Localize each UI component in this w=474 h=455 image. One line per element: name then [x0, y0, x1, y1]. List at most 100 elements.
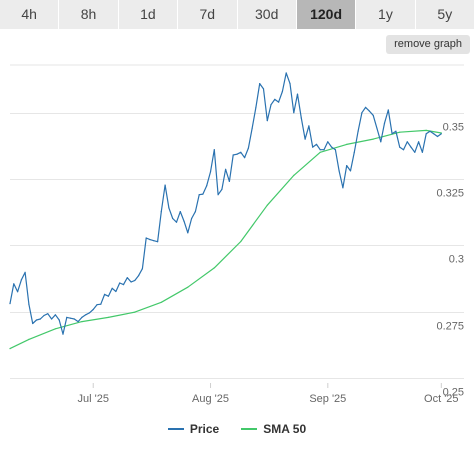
y-tick-label: 0.325 [436, 188, 464, 200]
price-line [9, 72, 442, 335]
price-point [43, 314, 45, 317]
price-point [221, 188, 223, 190]
sma-point [346, 143, 348, 145]
price-point [278, 101, 280, 103]
price-point [425, 133, 427, 135]
range-tab-120d[interactable]: 120d [296, 0, 357, 29]
price-point [172, 217, 174, 220]
price-point [217, 194, 219, 196]
price-point [342, 187, 344, 189]
grid-lines [10, 64, 464, 379]
price-point [179, 211, 181, 213]
price-point [365, 106, 367, 108]
legend-item-sma[interactable]: SMA 50 [241, 421, 306, 437]
price-point [85, 314, 87, 316]
range-tab-1y[interactable]: 1y [356, 0, 416, 29]
range-tab-1d[interactable]: 1d [118, 0, 179, 29]
price-point [436, 135, 439, 138]
legend-label-sma: SMA 50 [263, 422, 307, 436]
price-point [262, 88, 265, 90]
y-axis-ticks: 0.25 0.275 0.3 0.325 0.35 [436, 122, 464, 399]
price-point [300, 117, 302, 119]
sma-point [266, 204, 268, 206]
price-point [202, 193, 204, 195]
price-point [187, 232, 189, 234]
price-point [380, 141, 382, 143]
legend-item-price[interactable]: Price [167, 421, 220, 437]
price-point [88, 312, 90, 314]
price-point [122, 284, 125, 286]
price-point [28, 303, 30, 305]
legend-label-price: Price [189, 422, 220, 436]
x-tick-label: Aug '25 [192, 393, 229, 405]
sma-point [399, 131, 401, 133]
price-point [399, 146, 401, 148]
range-tab-30d[interactable]: 30d [237, 0, 297, 29]
remove-graph-button[interactable]: remove graph [386, 35, 470, 54]
price-point [247, 147, 249, 149]
price-point [138, 275, 140, 277]
sma-point [187, 286, 189, 288]
sma-swatch [241, 428, 258, 430]
price-point [92, 308, 94, 311]
price-point [164, 184, 166, 186]
price-point [391, 133, 393, 135]
price-chart: 0.25 0.275 0.3 0.325 0.35 Jul '25 Aug '25 Sep … [9, 64, 464, 405]
price-point [308, 125, 310, 127]
sma-point [107, 316, 109, 318]
sma-point [425, 129, 427, 131]
price-point [157, 241, 159, 243]
price-point [346, 165, 348, 167]
range-tab-5y[interactable]: 5y [415, 0, 474, 29]
sma-point [28, 338, 30, 340]
sma-point [372, 138, 374, 140]
price-point [100, 303, 102, 305]
price-point [119, 282, 121, 284]
price-point [296, 93, 299, 95]
price-point [429, 130, 431, 132]
price-point [104, 293, 106, 295]
price-point [327, 141, 329, 143]
price-point [149, 239, 151, 241]
price-point [126, 277, 128, 279]
price-point [51, 318, 53, 320]
price-point [62, 333, 64, 335]
price-swatch [167, 428, 184, 430]
price-point [421, 151, 423, 153]
price-point [312, 146, 314, 148]
price-point [372, 114, 374, 116]
range-tab-4h[interactable]: 4h [0, 0, 60, 29]
sma-series [9, 129, 442, 350]
price-point [39, 318, 41, 320]
price-series [9, 72, 442, 335]
chart-legend: Price SMA 50 [0, 421, 474, 437]
price-point [96, 304, 98, 306]
price-point [376, 127, 378, 130]
price-point [130, 281, 132, 283]
price-point [183, 220, 185, 222]
price-point [357, 130, 359, 132]
price-point [9, 303, 11, 305]
price-point [361, 112, 363, 114]
price-point [353, 151, 355, 153]
price-point [349, 170, 352, 172]
range-tab-8h[interactable]: 8h [59, 0, 119, 29]
price-point [331, 146, 333, 148]
price-point [383, 122, 386, 124]
price-point [175, 221, 178, 223]
price-point [240, 151, 242, 153]
price-point [440, 133, 442, 135]
price-point [145, 237, 147, 239]
price-point [58, 319, 60, 321]
price-point [244, 157, 246, 159]
price-point [115, 290, 117, 293]
sma-point [293, 174, 295, 176]
price-point [81, 316, 83, 318]
price-point [368, 110, 370, 112]
range-tab-7d[interactable]: 7d [178, 0, 238, 29]
price-point [304, 138, 306, 140]
price-point [410, 146, 412, 148]
price-point [24, 271, 26, 273]
price-point [232, 154, 234, 156]
price-point [141, 268, 143, 270]
